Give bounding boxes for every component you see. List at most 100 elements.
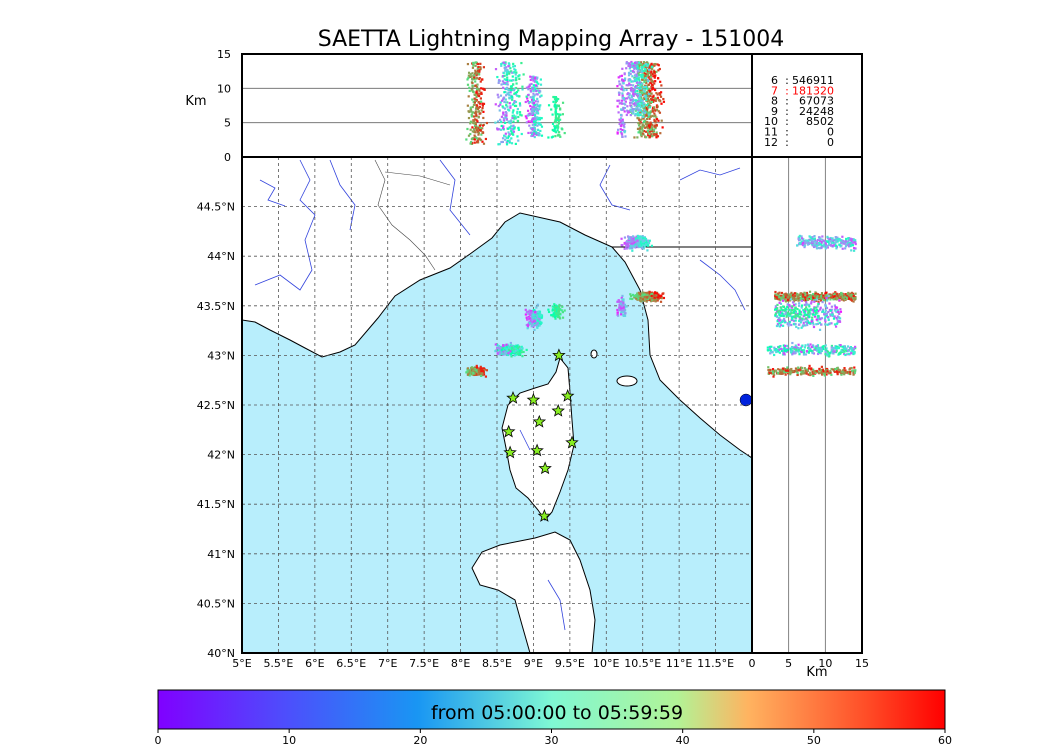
lightning-point [816, 344, 820, 347]
lightning-point [824, 291, 827, 295]
lightning-point [537, 132, 540, 135]
lightning-point [535, 108, 538, 112]
lightning-point [637, 69, 640, 72]
lightning-point [473, 101, 477, 104]
lightning-point [553, 126, 557, 129]
lightning-point [803, 318, 806, 321]
lightning-point [466, 373, 470, 376]
lightning-point [644, 237, 647, 240]
lightning-point [628, 247, 631, 250]
lightning-point [839, 344, 842, 347]
lightning-point [775, 296, 778, 299]
lightning-point [632, 94, 635, 97]
lightning-point [553, 98, 557, 101]
lightning-point [531, 323, 534, 326]
lightning-point [815, 298, 818, 301]
lightning-point [774, 297, 777, 300]
lightning-point [526, 324, 530, 327]
lightning-point [785, 315, 788, 318]
lightning-point [533, 77, 537, 80]
lightning-point [500, 120, 503, 123]
lightning-point [780, 372, 783, 375]
lightning-point [538, 311, 541, 314]
lightning-point [502, 97, 505, 100]
lightning-point [634, 237, 638, 240]
lightning-point [829, 244, 833, 247]
lightning-point [529, 316, 532, 320]
lightning-point [772, 375, 775, 378]
lightning-point [497, 96, 500, 99]
lightning-point [639, 127, 642, 130]
lightning-point [649, 101, 652, 104]
lightning-point [505, 101, 508, 104]
lightning-point [521, 88, 524, 91]
lightning-point [520, 351, 523, 354]
lightning-point [619, 75, 622, 78]
lightning-point [817, 303, 820, 306]
lightning-point [526, 327, 529, 330]
lightning-point [798, 353, 801, 356]
lightning-point [646, 249, 649, 252]
lightning-point [807, 351, 810, 354]
lightning-point [538, 323, 542, 326]
lightning-point [640, 243, 643, 246]
lightning-point [633, 76, 636, 79]
lightning-point [554, 113, 557, 116]
lightning-point [644, 78, 647, 81]
lightning-point [655, 118, 659, 121]
lightning-point [618, 122, 621, 125]
lightning-point [519, 104, 522, 107]
lightning-point [792, 350, 796, 353]
lightning-point [630, 86, 633, 90]
lightning-point [845, 347, 848, 350]
lightning-point [654, 80, 657, 83]
lightning-point [623, 310, 626, 314]
lightning-point [849, 372, 852, 376]
lightning-point [835, 345, 838, 348]
lightning-point [826, 354, 829, 357]
lightning-point [825, 296, 828, 300]
lightning-point [484, 375, 488, 378]
lightning-point [773, 347, 776, 351]
lightning-point [554, 115, 558, 119]
lightning-point [517, 139, 520, 142]
lightning-point [514, 100, 518, 104]
lightning-point [540, 316, 543, 319]
lightning-point [646, 65, 649, 68]
lightning-point [640, 75, 643, 79]
lightning-point [499, 118, 502, 121]
lightning-point [480, 370, 483, 373]
lightning-point [634, 99, 638, 102]
lightning-point [481, 124, 484, 127]
lightning-point [622, 124, 625, 127]
lightning-point [805, 371, 808, 374]
lightning-point [651, 296, 654, 299]
lightning-point [623, 123, 626, 126]
stats-row: 6:546911 [771, 74, 834, 87]
right-panel-gridlines [788, 157, 826, 653]
lightning-point [782, 305, 785, 308]
lon-tick-label: 11.5°E [697, 657, 734, 670]
lightning-point [467, 116, 471, 120]
lightning-point [812, 296, 815, 300]
lightning-point [469, 106, 472, 109]
lightning-point [820, 292, 824, 295]
lightning-point [532, 96, 535, 99]
lightning-point [835, 239, 838, 242]
lightning-point [652, 108, 655, 112]
colorbar-tick-label: 30 [545, 734, 559, 747]
lightning-point [826, 298, 829, 301]
lightning-point [797, 343, 800, 346]
lightning-point [637, 76, 641, 79]
lightning-point [633, 61, 637, 64]
lightning-point [520, 132, 523, 136]
lightning-point [784, 373, 787, 376]
lightning-point [804, 369, 807, 372]
lightning-point [557, 104, 560, 107]
lightning-point [850, 249, 853, 252]
lightning-point [518, 349, 522, 352]
lightning-point [812, 352, 816, 355]
lightning-point [514, 86, 518, 90]
lightning-point [506, 76, 509, 79]
lightning-point [824, 350, 827, 353]
